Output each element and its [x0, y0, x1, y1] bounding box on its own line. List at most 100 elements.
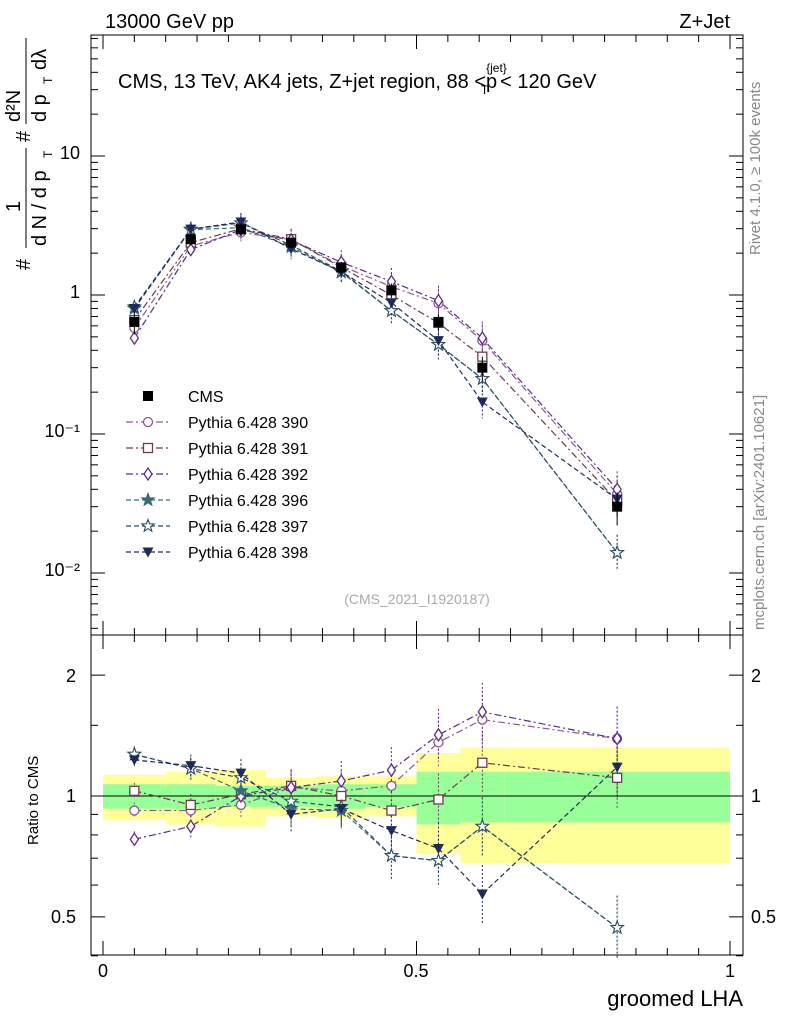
svg-text:1: 1 — [3, 201, 25, 212]
data-point — [185, 234, 196, 245]
ratio-tick-0.5-left: 0.5 — [51, 907, 76, 927]
svg-text:#: # — [13, 130, 35, 142]
ratio-point-pythia-6-428-397 — [383, 847, 400, 863]
series-point-pythia-6-428-392 — [433, 293, 444, 308]
ratio-point-pythia-6-428-398 — [285, 809, 297, 820]
x-tick-label-1: 1 — [725, 961, 735, 981]
ratio-point-pythia-6-428-392 — [386, 762, 397, 778]
legend-label-pythia-6-428-396: Pythia 6.428 396 — [188, 493, 308, 510]
ratio-point-pythia-6-428-391 — [433, 794, 444, 805]
data-point — [286, 237, 297, 248]
y-tick-label-10: 10 — [60, 143, 80, 163]
y-tick-label-1: 1 — [70, 282, 80, 302]
legend-marker-data — [143, 391, 153, 401]
data-point — [477, 362, 488, 373]
ratio-line-pythia-6-428-398 — [134, 759, 618, 895]
legend-label-pythia-6-428-397: Pythia 6.428 397 — [188, 519, 308, 536]
ratio-tick-2-right: 2 — [751, 666, 761, 686]
ratio-tick-1-right: 1 — [751, 786, 761, 806]
legend-marker-pythia-6-428-396 — [140, 491, 156, 507]
ratio-point-pythia-6-428-398 — [476, 889, 488, 900]
ratio-point-pythia-6-428-398 — [235, 768, 247, 779]
ratio-point-pythia-6-428-397 — [430, 852, 447, 868]
header-right: Z+Jet — [679, 11, 730, 33]
data-point — [235, 224, 246, 235]
legend-marker-pythia-6-428-392 — [143, 466, 153, 482]
ratio-tick-0.5-right: 0.5 — [751, 907, 776, 927]
ratio-line-pythia-6-428-392 — [134, 711, 618, 840]
series-point-pythia-6-428-398 — [235, 217, 247, 228]
legend-marker-pythia-6-428-398 — [142, 547, 154, 558]
series-point-pythia-6-428-398 — [185, 224, 197, 235]
x-tick-label-0.5: 0.5 — [403, 961, 428, 981]
ratio-point-pythia-6-428-398 — [432, 844, 444, 855]
data-point — [129, 316, 140, 327]
ratio-point-pythia-6-428-391 — [129, 785, 140, 796]
series-point-pythia-6-428-392 — [477, 330, 488, 346]
svg-text:#: # — [13, 258, 35, 270]
ratio-point-pythia-6-428-391 — [386, 805, 397, 816]
mcplots-label: mcplots.cern.ch [arXiv:2401.10621] — [751, 395, 768, 630]
series-point-pythia-6-428-398 — [432, 336, 444, 347]
svg-text:dλ: dλ — [29, 49, 51, 70]
ratio-point-pythia-6-428-398 — [185, 761, 197, 772]
ratio-point-pythia-6-428-392 — [185, 819, 196, 834]
legend-marker-pythia-6-428-391 — [142, 442, 154, 454]
ratio-point-pythia-6-428-397 — [283, 793, 299, 808]
rivet-label: Rivet 4.1.0, ≥ 100k events — [747, 82, 764, 255]
x-tick-label-0: 0 — [98, 961, 108, 981]
analysis-id: (CMS_2021_I1920187) — [344, 591, 490, 607]
series-point-pythia-6-428-392 — [185, 242, 196, 257]
ratio-tick-2-left: 2 — [66, 666, 76, 686]
ratio-point-pythia-6-428-397 — [474, 818, 491, 833]
ratio-point-pythia-6-428-397 — [609, 919, 625, 935]
series-point-pythia-6-428-398 — [385, 298, 397, 309]
ratio-point-pythia-6-428-391 — [477, 757, 488, 768]
y-axis-label: # 1 d N / d p T # d²N d p T dλ — [3, 38, 55, 270]
y-tick-label-0.1: 10⁻¹ — [44, 421, 80, 441]
ratio-plot-frame — [90, 634, 744, 956]
ratio-point-pythia-6-428-391 — [611, 772, 623, 783]
legend: CMS Pythia 6.428 390 Pythia 6.428 391 Pythi… — [126, 389, 308, 562]
y-tick-label-0.01: 10⁻² — [44, 560, 80, 580]
legend-label-pythia-6-428-391: Pythia 6.428 391 — [188, 441, 308, 458]
data-point — [612, 501, 623, 512]
header-left: 13000 GeV pp — [105, 11, 234, 33]
ratio-point-pythia-6-428-398 — [335, 804, 347, 815]
chart-title: CMS, 13 TeV, AK4 jets, Z+jet region, 88 … — [118, 61, 597, 97]
legend-marker-pythia-6-428-390 — [142, 416, 154, 428]
ratio-point-pythia-6-428-390 — [129, 805, 140, 816]
svg-text:T: T — [41, 150, 55, 158]
ratio-line-pythia-6-428-397 — [134, 753, 618, 929]
x-axis-label: groomed LHA — [607, 986, 743, 1011]
data-point — [433, 316, 444, 327]
ratio-point-pythia-6-428-392 — [129, 832, 140, 847]
ratio-point-pythia-6-428-398 — [385, 826, 397, 837]
svg-text:d p: d p — [29, 94, 51, 122]
legend-marker-pythia-6-428-397 — [140, 517, 156, 533]
ratio-point-pythia-6-428-398 — [611, 762, 623, 773]
svg-text:d N / d p: d N / d p — [29, 170, 51, 246]
ratio-point-pythia-6-428-391 — [185, 799, 196, 811]
series-markers — [126, 214, 625, 935]
ratio-point-pythia-6-428-398 — [128, 755, 140, 766]
series-point-pythia-6-428-397 — [383, 302, 400, 318]
svg-text:d²N: d²N — [3, 90, 25, 122]
ratio-tick-1-left: 1 — [66, 786, 76, 806]
series-point-pythia-6-428-397 — [609, 544, 625, 560]
data-point — [386, 285, 397, 296]
ratio-point-pythia-6-428-390 — [386, 780, 397, 791]
legend-label-data: CMS — [188, 389, 224, 406]
ratio-point-pythia-6-428-392 — [433, 727, 444, 743]
legend-label-pythia-6-428-392: Pythia 6.428 392 — [188, 467, 308, 484]
ratio-point-pythia-6-428-396 — [233, 782, 249, 798]
ratio-y-label: Ratio to CMS — [25, 756, 42, 845]
ratio-point-pythia-6-428-392 — [336, 773, 347, 789]
series-point-pythia-6-428-392 — [129, 330, 140, 346]
ratio-point-pythia-6-428-392 — [612, 731, 622, 746]
legend-label-pythia-6-428-398: Pythia 6.428 398 — [188, 545, 308, 562]
legend-label-pythia-6-428-390: Pythia 6.428 390 — [188, 415, 308, 432]
series-point-pythia-6-428-398 — [476, 397, 488, 408]
axes-ticks — [91, 35, 743, 957]
